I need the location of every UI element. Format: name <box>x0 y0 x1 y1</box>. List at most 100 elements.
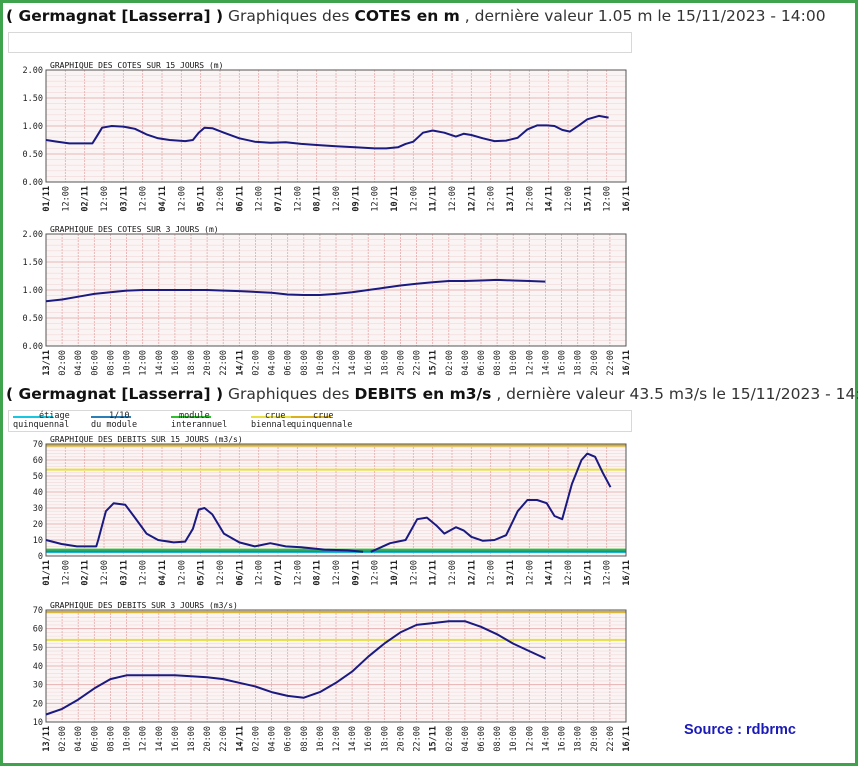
y-tick-label: 10 <box>33 536 43 546</box>
y-tick-label: 40 <box>33 488 43 498</box>
x-tick-label: 16:00 <box>558 350 568 376</box>
x-tick-label: 09/11 <box>351 186 361 212</box>
x-tick-label: 13/11 <box>42 350 52 376</box>
x-tick-label: 12:00 <box>177 186 187 212</box>
y-tick-label: 20 <box>33 520 43 530</box>
y-tick-label: 50 <box>33 643 43 653</box>
plot-frame <box>45 609 627 723</box>
x-tick-label: 22:00 <box>606 350 616 376</box>
series-line <box>45 114 609 150</box>
x-tick-label: 03/11 <box>119 186 129 212</box>
x-tick-label: 20:00 <box>590 350 600 376</box>
x-tick-label: 12:00 <box>293 560 303 586</box>
x-tick-label: 18:00 <box>574 350 584 376</box>
y-tick-label: 70 <box>33 440 43 450</box>
x-tick-label: 12:00 <box>448 560 458 586</box>
series-line <box>45 278 546 303</box>
x-tick-label: 12:00 <box>525 560 535 586</box>
x-tick-label: 12:00 <box>371 186 381 212</box>
debits-heading: ( Germagnat [Lasserra] ) Graphiques des … <box>6 385 858 403</box>
legend-label-etiage-1: étiage <box>39 411 70 421</box>
legend-label-biennale-1: crue <box>265 411 286 421</box>
x-tick-label: 02:00 <box>58 350 68 376</box>
x-tick-label: 12:00 <box>139 560 149 586</box>
y-tick-label: 0.00 <box>23 342 43 352</box>
x-tick-label: 12:00 <box>216 186 226 212</box>
x-tick-label: 12/11 <box>467 560 477 586</box>
x-tick-label: 22:00 <box>413 350 423 376</box>
cotes-last-value: , dernière valeur 1.05 m le 15/11/2023 -… <box>464 7 826 25</box>
x-tick-label: 08:00 <box>106 350 116 376</box>
x-tick-label: 16:00 <box>171 350 181 376</box>
debits-title-prefix: Graphiques des <box>228 385 350 403</box>
x-tick-label: 12:00 <box>564 186 574 212</box>
x-tick-label: 14:00 <box>348 350 358 376</box>
y-tick-label: 1.50 <box>23 258 43 268</box>
x-tick-label: 12:00 <box>332 560 342 586</box>
chart-debits-3-jours: 10 20 30 40 50 60 70 GRAPHIQUE DES DEBITS SUR 3… <box>33 601 632 752</box>
x-tick-label: 20:00 <box>396 350 406 376</box>
legend-label-dixieme-1: 1/10 <box>109 411 130 421</box>
x-tick-label: 20:00 <box>203 350 213 376</box>
x-tick-label: 15/11 <box>429 350 439 376</box>
x-tick-label: 08/11 <box>313 560 323 586</box>
x-tick-label: 10/11 <box>390 186 400 212</box>
x-tick-label: 02:00 <box>58 726 68 752</box>
x-tick-label: 12:00 <box>100 186 110 212</box>
x-tick-label: 02/11 <box>81 186 91 212</box>
x-tick-label: 15/11 <box>583 560 593 586</box>
x-tick-label: 16:00 <box>558 726 568 752</box>
x-tick-label: 12:00 <box>177 560 187 586</box>
x-tick-label: 12:00 <box>448 186 458 212</box>
x-tick-label: 20:00 <box>203 726 213 752</box>
chart-title: GRAPHIQUE DES COTES SUR 3 JOURS (m) <box>50 225 219 234</box>
x-tick-label: 12:00 <box>255 560 265 586</box>
y-tick-label: 0.50 <box>23 314 43 324</box>
legend-swatch-dixieme-module <box>91 416 131 418</box>
cotes-station-name: ( Germagnat [Lasserra] ) <box>6 7 224 25</box>
x-tick-label: 08:00 <box>106 726 116 752</box>
y-tick-label: 1.00 <box>23 286 43 296</box>
debits-quantity: DEBITS en m3/s <box>354 385 492 403</box>
x-tick-label: 12:00 <box>603 560 613 586</box>
x-tick-label: 06:00 <box>284 726 294 752</box>
x-tick-label: 12:00 <box>293 186 303 212</box>
x-tick-label: 04/11 <box>158 560 168 586</box>
x-tick-label: 16:00 <box>364 350 374 376</box>
legend-label-dixieme-2: du module <box>91 420 138 430</box>
x-tick-label: 10:00 <box>316 350 326 376</box>
x-tick-label: 06:00 <box>477 350 487 376</box>
x-tick-label: 22:00 <box>413 726 423 752</box>
x-tick-label: 14/11 <box>545 186 555 212</box>
x-tick-label: 08:00 <box>300 726 310 752</box>
x-tick-label: 04:00 <box>268 350 278 376</box>
legend-label-quinquennale-2: quinquennale <box>291 420 353 430</box>
y-tick-label: 50 <box>33 472 43 482</box>
legend-label-etiage-2: quinquennal <box>13 420 70 430</box>
x-tick-label: 12:00 <box>371 560 381 586</box>
x-tick-label: 14:00 <box>155 350 165 376</box>
x-tick-label: 12:00 <box>525 726 535 752</box>
x-tick-label: 16/11 <box>622 560 632 586</box>
x-tick-label: 10:00 <box>123 350 133 376</box>
x-tick-label: 01/11 <box>42 186 52 212</box>
x-tick-label: 02:00 <box>445 726 455 752</box>
x-tick-label: 07/11 <box>274 560 284 586</box>
x-tick-label: 16/11 <box>622 726 632 752</box>
x-tick-label: 08:00 <box>300 350 310 376</box>
x-tick-label: 12:00 <box>332 186 342 212</box>
x-tick-label: 07/11 <box>274 186 284 212</box>
x-tick-label: 14:00 <box>155 726 165 752</box>
x-tick-label: 06:00 <box>477 726 487 752</box>
source-credit: Source : rdbrmc <box>684 722 796 738</box>
x-tick-label: 12:00 <box>525 186 535 212</box>
x-tick-label: 04:00 <box>461 350 471 376</box>
x-tick-label: 12:00 <box>409 186 419 212</box>
x-tick-label: 12:00 <box>332 726 342 752</box>
x-tick-label: 10:00 <box>123 726 133 752</box>
x-tick-label: 12:00 <box>139 350 149 376</box>
x-tick-label: 12:00 <box>255 186 265 212</box>
x-tick-label: 12:00 <box>603 186 613 212</box>
threshold-legend: étiage quinquennal 1/10 du module module… <box>8 410 632 432</box>
y-tick-label: 0.50 <box>23 150 43 160</box>
